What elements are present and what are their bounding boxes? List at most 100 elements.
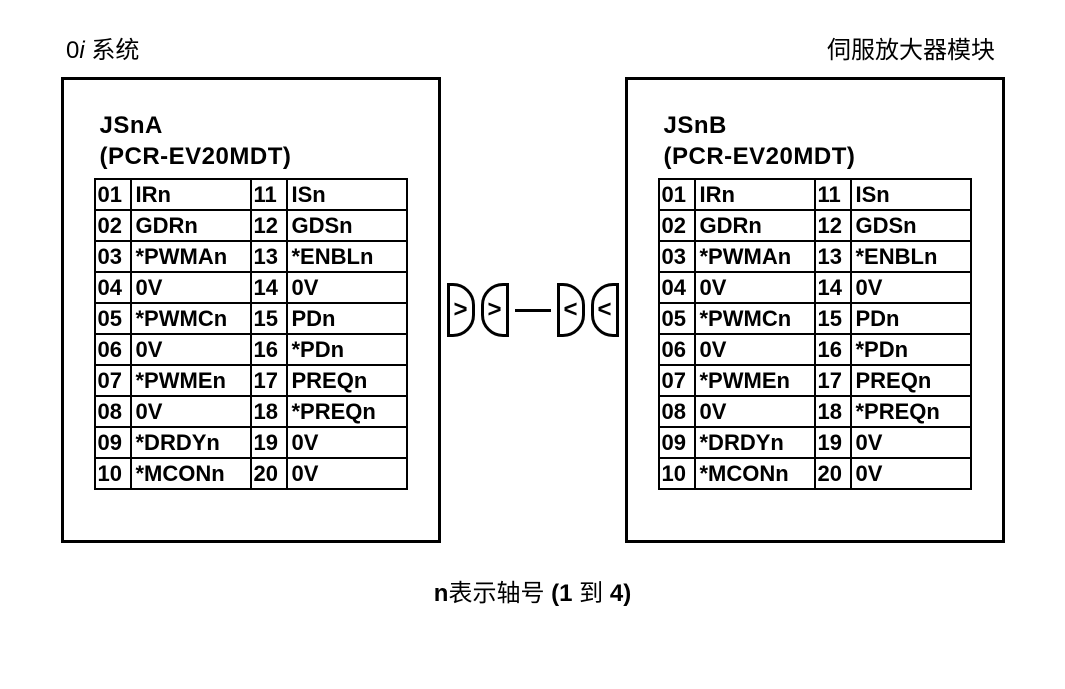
connector-area: > > < < [441, 283, 625, 337]
pin-number: 18 [815, 396, 851, 427]
pin-number: 17 [815, 365, 851, 396]
pin-number: 14 [251, 272, 287, 303]
pinout-tbody-right: 01IRn11ISn02GDRn12GDSn03*PWMAn13*ENBLn04… [659, 179, 971, 489]
connector-out-2-icon: > [481, 283, 509, 337]
pin-number: 11 [251, 179, 287, 210]
pin-signal: PREQn [851, 365, 971, 396]
pin-number: 05 [95, 303, 131, 334]
label-left-system: 0i 系统 [66, 30, 139, 65]
pin-number: 10 [95, 458, 131, 489]
label-left-suffix: 系统 [85, 37, 140, 64]
pin-signal: 0V [131, 334, 251, 365]
pin-signal: *MCONn [131, 458, 251, 489]
pin-signal: ISn [287, 179, 407, 210]
pin-signal: 0V [851, 458, 971, 489]
pin-signal: *DRDYn [695, 427, 815, 458]
table-row: 01IRn11ISn [95, 179, 407, 210]
pin-number: 15 [251, 303, 287, 334]
pin-number: 20 [251, 458, 287, 489]
pin-number: 09 [659, 427, 695, 458]
label-left-prefix: 0 [66, 37, 79, 64]
footnote: n表示轴号 (1 到 4) [60, 573, 1005, 608]
connector-in-2-icon: < [591, 283, 619, 337]
pin-number: 09 [95, 427, 131, 458]
pinout-table-left: 01IRn11ISn02GDRn12GDSn03*PWMAn13*ENBLn04… [94, 178, 408, 490]
connector-in-1-icon: < [557, 283, 585, 337]
pin-signal: GDSn [287, 210, 407, 241]
modules-row: JSnA (PCR-EV20MDT) 01IRn11ISn02GDRn12GDS… [60, 77, 1005, 543]
pin-number: 02 [659, 210, 695, 241]
label-right-module: 伺服放大器模块 [827, 30, 995, 65]
table-row: 040V140V [95, 272, 407, 303]
pin-number: 13 [815, 241, 851, 272]
pin-number: 04 [659, 272, 695, 303]
pin-number: 12 [251, 210, 287, 241]
pin-signal: 0V [695, 334, 815, 365]
pin-signal: 0V [287, 458, 407, 489]
pin-signal: 0V [287, 427, 407, 458]
pin-number: 03 [659, 241, 695, 272]
pin-number: 11 [815, 179, 851, 210]
pin-signal: *ENBLn [287, 241, 407, 272]
pin-signal: *PDn [287, 334, 407, 365]
pin-number: 05 [659, 303, 695, 334]
table-row: 05*PWMCn15PDn [95, 303, 407, 334]
pin-signal: GDRn [131, 210, 251, 241]
pin-number: 17 [251, 365, 287, 396]
pin-signal: 0V [851, 427, 971, 458]
footnote-b: 4 [610, 580, 623, 607]
footnote-open: ( [544, 580, 559, 607]
pin-number: 10 [659, 458, 695, 489]
footnote-n: n [434, 580, 449, 607]
pin-number: 01 [95, 179, 131, 210]
pin-number: 04 [95, 272, 131, 303]
pin-signal: 0V [287, 272, 407, 303]
connector-cable-line [515, 309, 551, 312]
pin-signal: *DRDYn [131, 427, 251, 458]
table-row: 09*DRDYn190V [95, 427, 407, 458]
module-right: JSnB (PCR-EV20MDT) 01IRn11ISn02GDRn12GDS… [625, 77, 1005, 543]
pin-number: 20 [815, 458, 851, 489]
pin-number: 19 [815, 427, 851, 458]
table-row: 040V140V [659, 272, 971, 303]
pin-signal: *PWMAn [695, 241, 815, 272]
pin-signal: 0V [695, 272, 815, 303]
pin-number: 08 [95, 396, 131, 427]
table-row: 05*PWMCn15PDn [659, 303, 971, 334]
table-row: 060V16*PDn [95, 334, 407, 365]
pin-signal: *PWMAn [131, 241, 251, 272]
module-right-conn: (PCR-EV20MDT) [664, 143, 856, 170]
pin-number: 08 [659, 396, 695, 427]
pinout-table-right: 01IRn11ISn02GDRn12GDSn03*PWMAn13*ENBLn04… [658, 178, 972, 490]
pin-number: 15 [815, 303, 851, 334]
pin-number: 14 [815, 272, 851, 303]
table-row: 02GDRn12GDSn [95, 210, 407, 241]
table-row: 03*PWMAn13*ENBLn [95, 241, 407, 272]
pin-signal: PDn [851, 303, 971, 334]
table-row: 080V18*PREQn [659, 396, 971, 427]
connector-out-1-icon: > [447, 283, 475, 337]
footnote-mid: 到 [573, 580, 610, 607]
footnote-a: 1 [559, 580, 572, 607]
footnote-close: ) [623, 580, 631, 607]
pin-signal: *PWMCn [695, 303, 815, 334]
pin-signal: GDSn [851, 210, 971, 241]
table-row: 01IRn11ISn [659, 179, 971, 210]
module-left-heading: JSnA (PCR-EV20MDT) [100, 110, 408, 172]
table-row: 07*PWMEn17PREQn [659, 365, 971, 396]
pin-number: 13 [251, 241, 287, 272]
pin-signal: IRn [695, 179, 815, 210]
pin-signal: 0V [695, 396, 815, 427]
pin-signal: *PREQn [287, 396, 407, 427]
table-row: 07*PWMEn17PREQn [95, 365, 407, 396]
table-row: 060V16*PDn [659, 334, 971, 365]
pin-signal: ISn [851, 179, 971, 210]
pin-number: 02 [95, 210, 131, 241]
pin-signal: 0V [131, 396, 251, 427]
pin-signal: *PWMEn [695, 365, 815, 396]
pin-signal: 0V [131, 272, 251, 303]
module-right-heading: JSnB (PCR-EV20MDT) [664, 110, 972, 172]
pin-signal: 0V [851, 272, 971, 303]
pin-number: 03 [95, 241, 131, 272]
module-left: JSnA (PCR-EV20MDT) 01IRn11ISn02GDRn12GDS… [61, 77, 441, 543]
